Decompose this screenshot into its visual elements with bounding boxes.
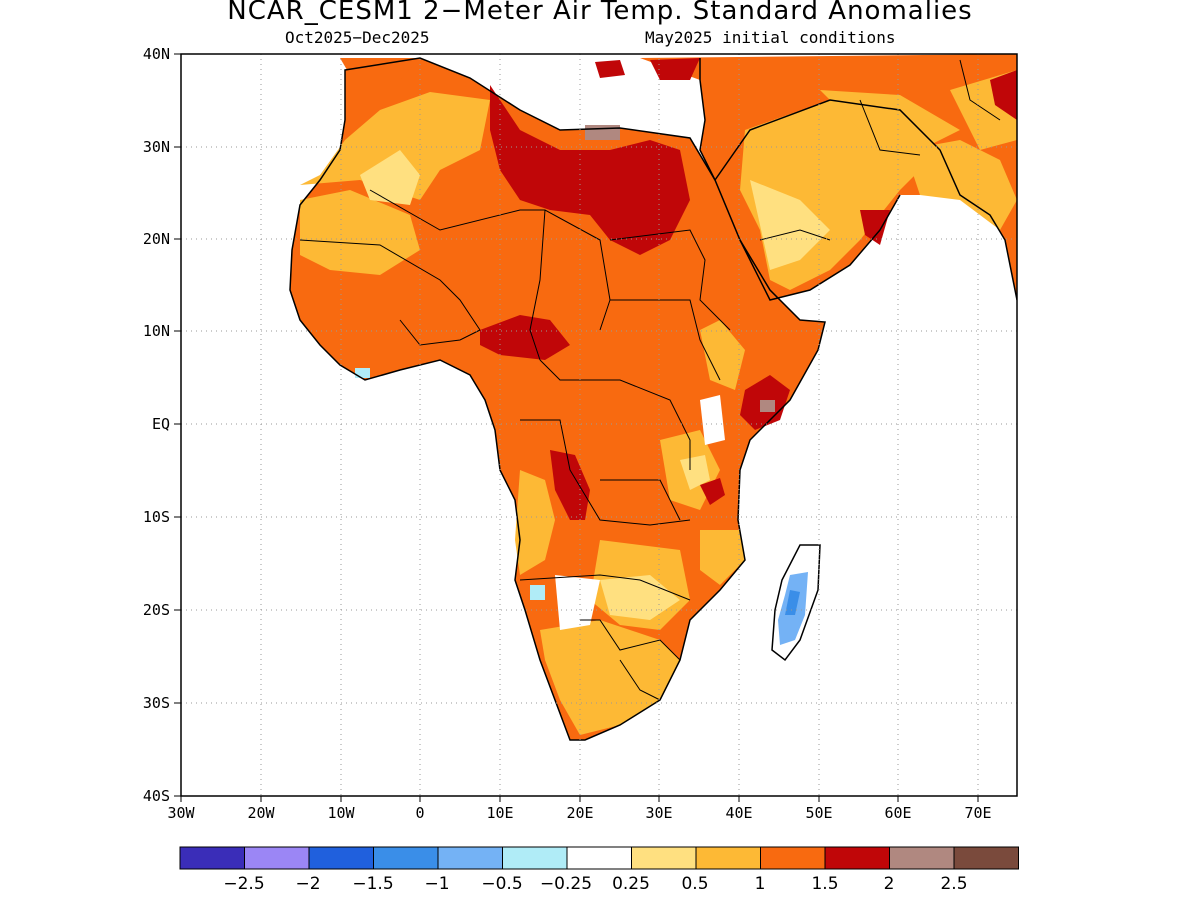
lon-label-40e: 40E [725,804,753,822]
color-scale-swatch [824,846,890,870]
lon-label-70e: 70E [964,804,992,822]
initial-conditions: May2025 initial conditions [645,28,896,47]
scale-label: 0.25 [612,874,650,894]
color-scale-swatch [373,846,439,870]
scale-label: 2.5 [940,874,968,894]
land-africa [290,58,825,740]
lat-label-20s: 20S [142,601,170,619]
forecast-period: Oct2025−Dec2025 [285,28,430,47]
color-scale-swatch [179,846,245,870]
color-scale-swatch [502,846,568,870]
color-scale-bar [179,846,1019,870]
lat-label-eq: EQ [151,415,170,433]
map-frame [180,53,1018,797]
color-scale-swatch [631,846,697,870]
lat-label-10n: 10N [142,322,170,340]
lon-label-10e: 10E [486,804,514,822]
color-scale-swatch [695,846,761,870]
lon-label-30w: 30W [167,804,195,822]
lat-label-10s: 10S [142,508,170,526]
lat-label-30n: 30N [142,138,170,156]
color-scale-swatch [244,846,310,870]
lat-label-40n: 40N [142,45,170,63]
lon-label-60e: 60E [884,804,912,822]
scale-label: −2.5 [223,874,265,894]
lon-label-50e: 50E [805,804,833,822]
scale-label: 1 [754,874,766,894]
scale-label: −1.5 [352,874,394,894]
color-scale-swatch [437,846,503,870]
lon-label-20w: 20W [247,804,275,822]
scale-label: −1 [424,874,450,894]
scale-label: −0.25 [539,874,593,894]
scale-label: 2 [883,874,895,894]
lon-label-20e: 20E [566,804,594,822]
scale-label: 0.5 [681,874,709,894]
lat-label-30s: 30S [142,694,170,712]
scale-label: 1.5 [811,874,839,894]
scale-label: −0.5 [481,874,523,894]
color-scale-swatch [760,846,826,870]
map-title: NCAR_CESM1 2−Meter Air Temp. Standard An… [227,0,973,26]
scale-label: −2 [295,874,321,894]
color-scale-swatch [566,846,632,870]
color-scale-swatch [953,846,1019,870]
lat-label-40s: 40S [142,787,170,805]
color-scale-swatch [308,846,374,870]
lat-label-20n: 20N [142,230,170,248]
lon-label-30e: 30E [645,804,673,822]
lon-label-10w: 10W [327,804,355,822]
lon-label-0: 0 [415,804,425,822]
color-scale-swatch [889,846,955,870]
